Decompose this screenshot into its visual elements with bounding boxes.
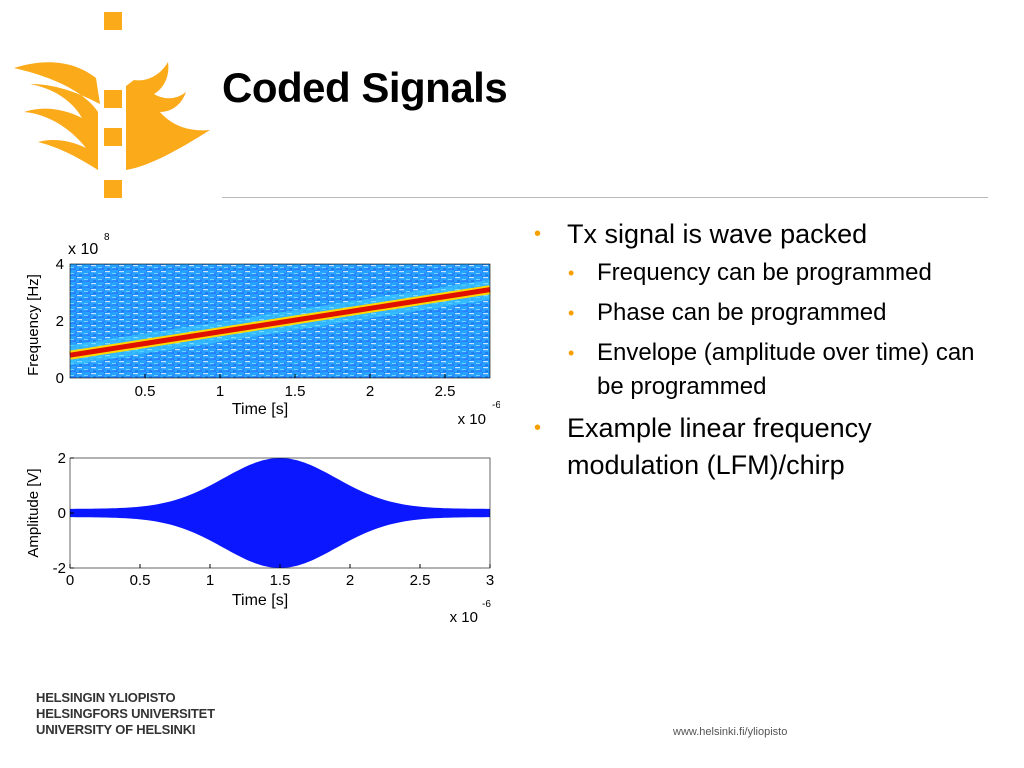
bullet-text: Phase can be programmed xyxy=(597,299,887,326)
chirp-waveform xyxy=(70,458,490,568)
sub-bullet-item: • Frequency can be programmed xyxy=(534,256,1004,290)
wordmark-line: HELSINGIN YLIOPISTO xyxy=(36,690,176,705)
x-tick-label: 1 xyxy=(206,572,214,589)
footer-url: www.helsinki.fi/yliopisto xyxy=(673,726,788,738)
x-tick-label: 3 xyxy=(486,572,494,589)
y-tick-label: 0 xyxy=(58,505,66,522)
x-tick-label: 0.5 xyxy=(130,572,151,589)
x-tick-label: 2.5 xyxy=(410,572,431,589)
x-tick-label: 0 xyxy=(66,572,74,589)
plot-frame xyxy=(69,263,491,379)
x-multiplier: x 10 xyxy=(458,411,486,428)
x-tick-label: 0.5 xyxy=(135,383,156,400)
x-tick-label: 2.5 xyxy=(435,383,456,400)
x-tick-label: 2 xyxy=(366,383,374,400)
x-tick-label: 2 xyxy=(346,572,354,589)
title-divider xyxy=(222,197,988,198)
sub-bullet-item: • Phase can be programmed xyxy=(534,296,1004,330)
bullet-text: Frequency can be programmed xyxy=(597,259,932,286)
x-multiplier-exp: -6 xyxy=(482,599,491,610)
y-tick-label: 4 xyxy=(56,256,64,273)
y-tick-label: 2 xyxy=(58,450,66,467)
bullet-dot-icon: • xyxy=(568,263,575,283)
bullet-dot-icon: • xyxy=(568,303,575,323)
sub-bullet-item: • Envelope (amplitude over time) can be p… xyxy=(534,336,1004,404)
flame-logo-icon xyxy=(14,12,210,198)
bullet-item: • Example linear frequency modulation (LF… xyxy=(534,410,1004,484)
y-tick-label: -2 xyxy=(53,560,66,577)
wordmark-line: HELSINGFORS UNIVERSITET xyxy=(36,706,215,721)
y-axis-label: Frequency [Hz] xyxy=(25,274,42,376)
x-tick-label: 1.5 xyxy=(270,572,291,589)
x-multiplier: x 10 xyxy=(450,609,478,626)
y-multiplier-exp: 8 xyxy=(104,232,110,243)
bullet-dot-icon: • xyxy=(534,417,542,439)
university-wordmark: HELSINGIN YLIOPISTO HELSINGFORS UNIVERSI… xyxy=(36,690,215,738)
bullet-text: Tx signal is wave packed xyxy=(567,219,868,249)
y-tick-label: 2 xyxy=(56,313,64,330)
slide-title: Coded Signals xyxy=(222,64,508,111)
chirp-ridge xyxy=(69,287,491,358)
bullet-text: Example linear frequency modulation (LFM… xyxy=(567,413,872,480)
y-tick-label: 0 xyxy=(56,370,64,387)
y-multiplier: x 10 xyxy=(68,241,98,258)
bullet-text: Envelope (amplitude over time) can be pr… xyxy=(597,339,975,400)
spectrogram-chart: 0.5 1 1.5 2 2.5 0 2 4 Time [s] Frequency [Hz] x 10… xyxy=(25,232,500,428)
x-axis-label: Time [s] xyxy=(232,401,288,418)
bullet-item: • Tx signal is wave packed xyxy=(534,216,1004,253)
x-tick-label: 1.5 xyxy=(285,383,306,400)
wordmark-line: UNIVERSITY OF HELSINKI xyxy=(36,722,196,737)
x-tick-label: 1 xyxy=(216,383,224,400)
x-multiplier-exp: -6 xyxy=(492,400,500,411)
bullet-dot-icon: • xyxy=(534,223,542,245)
bullet-list: • Tx signal is wave packed • Frequency can … xyxy=(534,216,1004,487)
x-axis-label: Time [s] xyxy=(232,592,288,609)
bullet-dot-icon: • xyxy=(568,343,575,363)
y-axis-label: Amplitude [V] xyxy=(25,468,42,557)
